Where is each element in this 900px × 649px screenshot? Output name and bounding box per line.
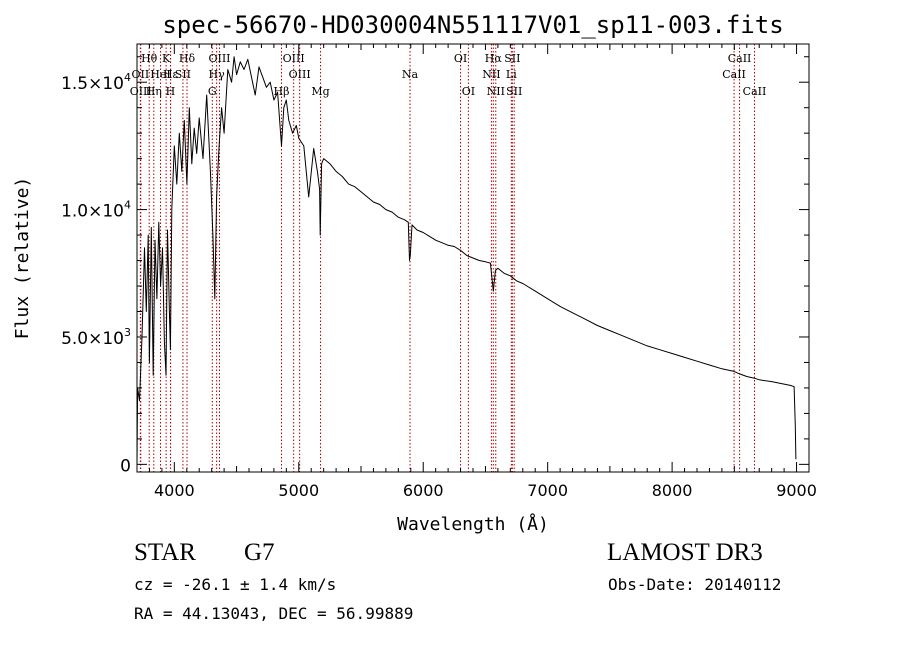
redshift-value: cz = -26.1 ± 1.4 km/s <box>134 575 337 594</box>
y-tick-base: 5.0×10 <box>61 329 124 349</box>
y-tick-base: 1.5×10 <box>61 74 124 94</box>
line-marker-label: CaII <box>728 52 752 65</box>
x-axis-label: Wavelength (Å) <box>397 513 549 535</box>
x-tick-label: 9000 <box>776 481 817 500</box>
y-axis-label: Flux (relative) <box>12 177 33 340</box>
x-tick-label: 5000 <box>278 481 319 500</box>
line-marker-label: Na <box>402 68 419 81</box>
y-tick-label: 0 <box>120 456 131 476</box>
y-tick-label: 1.5×104 <box>61 71 131 94</box>
line-marker-label: SII <box>504 52 520 65</box>
line-marker-label: Hδ <box>179 52 196 65</box>
line-marker-label: CaII <box>743 85 767 98</box>
x-tick-label: 4000 <box>154 481 195 500</box>
line-marker-label: Hβ <box>274 85 290 98</box>
line-marker-label: Hα <box>485 52 503 65</box>
line-marker-label: SII <box>506 85 522 98</box>
spectrum-layer <box>136 56 797 465</box>
tick-layer <box>136 44 810 472</box>
line-marker-label: HeI <box>150 68 170 81</box>
y-tick-base: 1.0×10 <box>61 202 124 222</box>
line-marker-layer <box>139 44 755 472</box>
line-marker-label: Hε <box>163 68 179 81</box>
line-marker-label: SII <box>175 68 191 81</box>
y-tick-base: 0 <box>120 456 131 476</box>
line-marker-label: NII <box>482 68 500 81</box>
line-marker-label: Hθ <box>141 52 158 65</box>
object-subclass: G7 <box>244 539 275 566</box>
line-marker-label: OIII <box>289 68 311 81</box>
observation-date: Obs-Date: 20140112 <box>608 575 782 594</box>
line-marker-label: CaII <box>722 68 746 81</box>
line-marker-label: OII <box>132 68 150 81</box>
line-marker-label: Li <box>506 68 517 81</box>
line-marker-label: OIII <box>283 52 305 65</box>
x-tick-label: 8000 <box>652 481 693 500</box>
line-marker-label: Hγ <box>209 68 226 81</box>
survey-name: LAMOST DR3 <box>607 539 763 566</box>
x-tick-label: 6000 <box>403 481 444 500</box>
y-tick-exponent: 4 <box>124 199 131 212</box>
line-marker-label: H <box>166 85 176 98</box>
line-marker-label: K <box>162 52 171 65</box>
line-marker-label: OIII <box>208 52 230 65</box>
line-marker-label: Mg <box>311 85 329 98</box>
line-marker-label: OI <box>462 85 475 98</box>
object-class: STAR <box>134 539 196 566</box>
y-tick-label: 1.0×104 <box>61 199 131 222</box>
spectrum-line <box>136 56 797 465</box>
y-tick-label: 5.0×103 <box>61 326 131 349</box>
line-marker-label: OI <box>454 52 467 65</box>
y-tick-exponent: 3 <box>124 326 131 339</box>
line-marker-label: NII <box>487 85 505 98</box>
coordinates: RA = 44.13043, DEC = 56.99889 <box>134 604 414 623</box>
y-tick-exponent: 4 <box>124 71 131 84</box>
chart-title: spec-56670-HD030004N551117V01_sp11-003.f… <box>162 11 783 39</box>
line-marker-label: Hη <box>146 85 162 98</box>
line-marker-label: G <box>208 85 217 98</box>
x-tick-label: 7000 <box>527 481 568 500</box>
line-marker-label: OIII <box>130 85 152 98</box>
label-layer: 4000 5000 6000 7000 8000 900005.0×1031.0×1041… <box>61 71 817 500</box>
